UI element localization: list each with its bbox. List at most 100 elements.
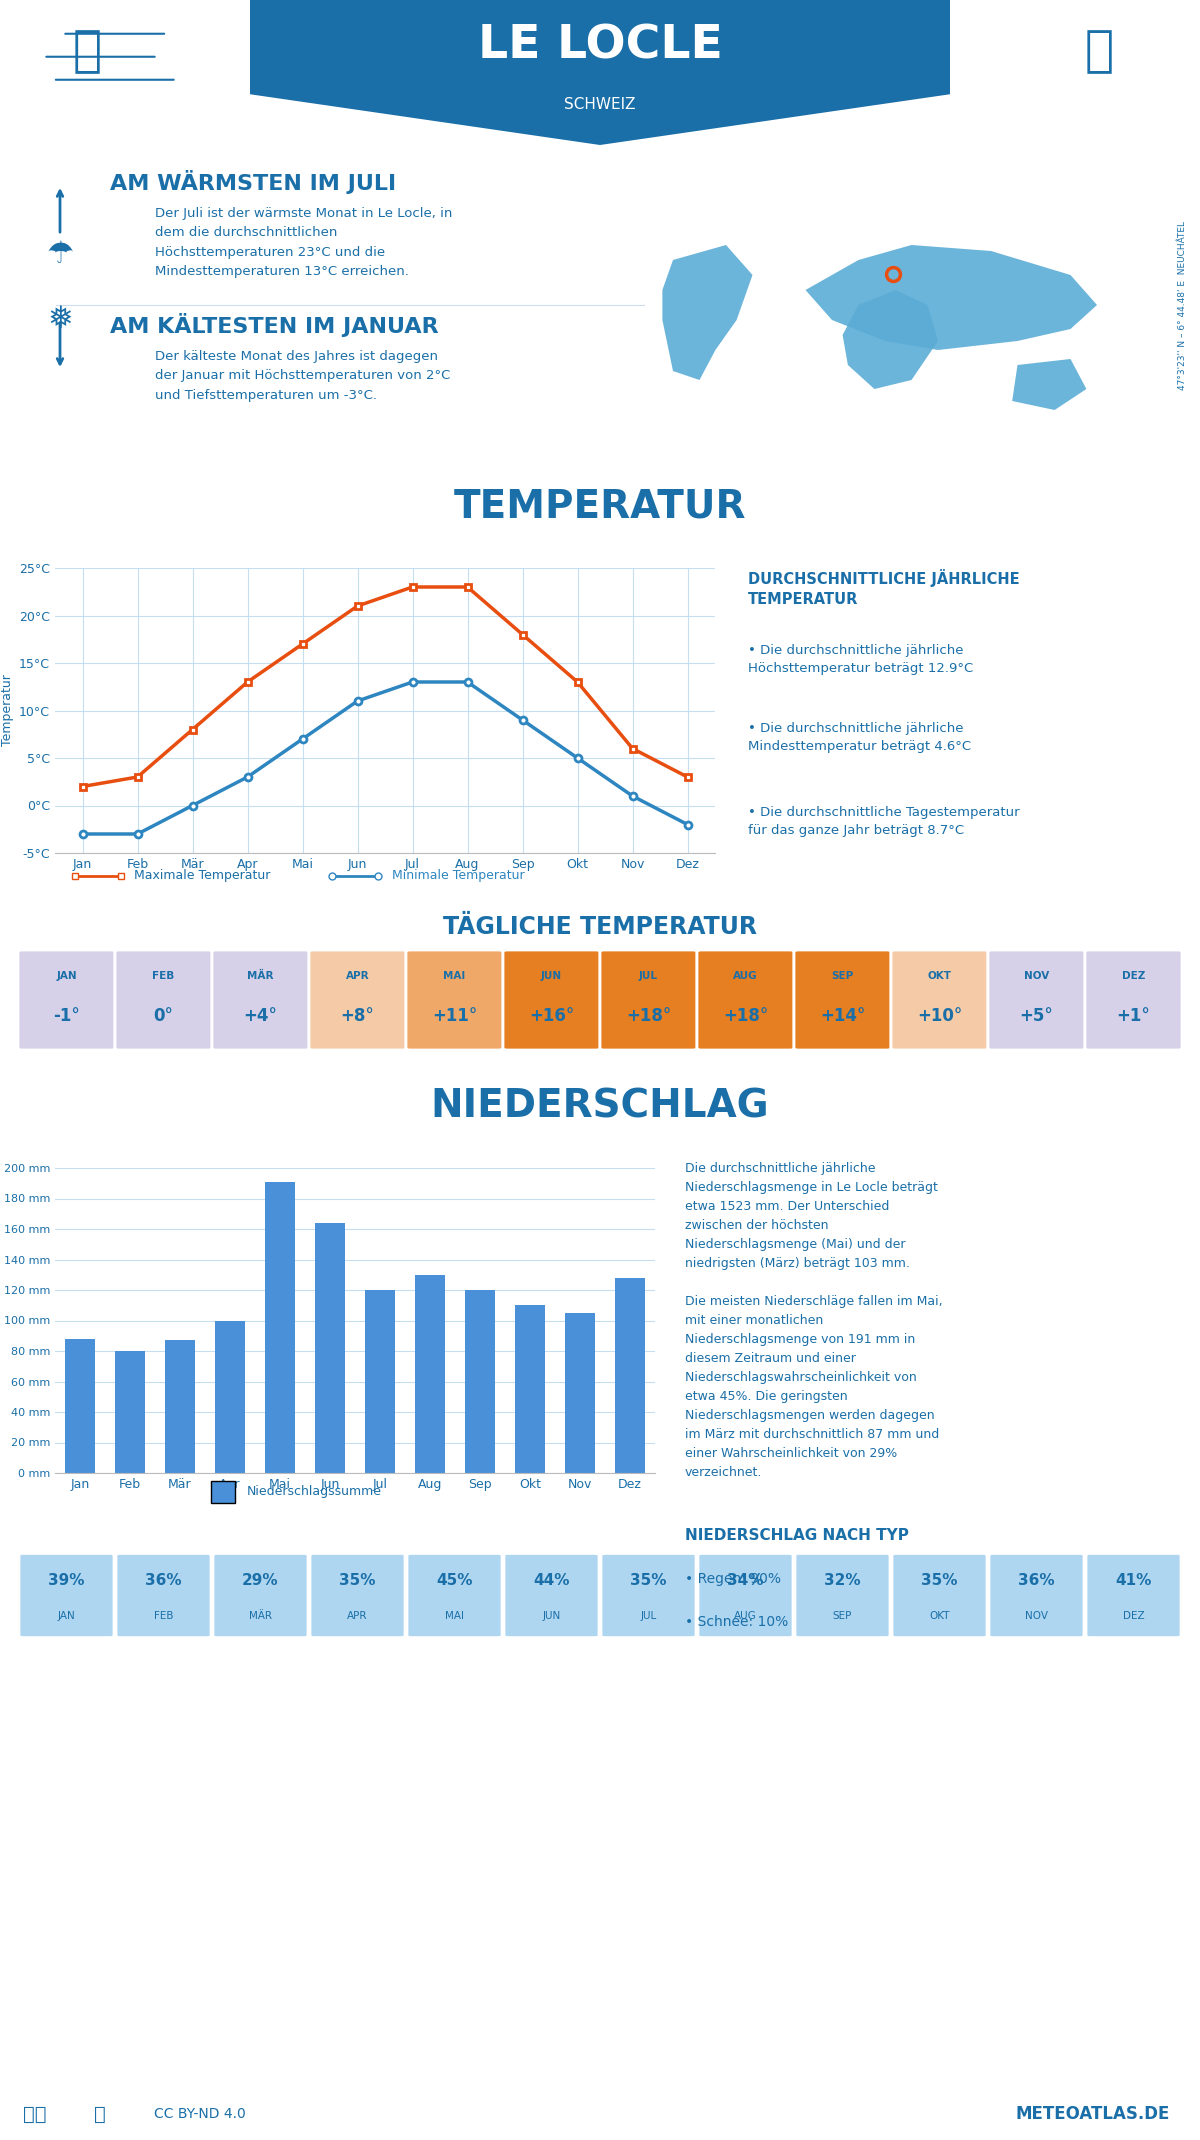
Text: NIEDERSCHLAGSWAHRSCHEINLICHKEIT: NIEDERSCHLAGSWAHRSCHEINLICHKEIT — [454, 1528, 746, 1541]
Text: +14°: +14° — [820, 1008, 865, 1025]
Text: Ⓘ: Ⓘ — [94, 2104, 106, 2123]
Text: +1°: +1° — [1117, 1008, 1151, 1025]
Text: DURCHSCHNITTLICHE JÄHRLICHE
TEMPERATUR: DURCHSCHNITTLICHE JÄHRLICHE TEMPERATUR — [748, 569, 1020, 608]
Text: JUL: JUL — [640, 972, 658, 980]
Text: ☂: ☂ — [47, 240, 73, 270]
Bar — [115, 1350, 145, 1472]
FancyBboxPatch shape — [892, 1554, 988, 1637]
Text: • Die durchschnittliche jährliche
Mindesttemperatur beträgt 4.6°C: • Die durchschnittliche jährliche Mindes… — [748, 721, 971, 753]
Text: Die durchschnittliche jährliche
Niederschlagsmenge in Le Locle beträgt
etwa 1523: Die durchschnittliche jährliche Niedersc… — [685, 1162, 943, 1479]
FancyBboxPatch shape — [600, 950, 697, 1051]
Text: -1°: -1° — [53, 1008, 80, 1025]
FancyBboxPatch shape — [211, 1481, 235, 1502]
Text: +18°: +18° — [722, 1008, 768, 1025]
Text: +8°: +8° — [341, 1008, 374, 1025]
Text: 41%: 41% — [1115, 1573, 1152, 1588]
Polygon shape — [842, 291, 938, 389]
Text: SEP: SEP — [833, 1611, 852, 1620]
Text: Niederschlagssumme: Niederschlagssumme — [247, 1485, 382, 1498]
Text: MÄR: MÄR — [250, 1611, 272, 1620]
Text: +18°: +18° — [626, 1008, 671, 1025]
Text: AM WÄRMSTEN IM JULI: AM WÄRMSTEN IM JULI — [110, 169, 396, 195]
Text: AUG: AUG — [733, 972, 758, 980]
FancyBboxPatch shape — [601, 1554, 696, 1637]
Circle shape — [0, 477, 450, 535]
Text: Maximale Temperatur: Maximale Temperatur — [134, 869, 270, 882]
FancyBboxPatch shape — [212, 1554, 308, 1637]
Polygon shape — [1013, 360, 1086, 411]
Text: OKT: OKT — [929, 1611, 949, 1620]
FancyBboxPatch shape — [988, 950, 1085, 1051]
Text: • Regen: 90%: • Regen: 90% — [685, 1571, 781, 1586]
Text: AM KÄLTESTEN IM JANUAR: AM KÄLTESTEN IM JANUAR — [110, 312, 439, 336]
Text: +16°: +16° — [529, 1008, 574, 1025]
Text: FEB: FEB — [154, 1611, 173, 1620]
Text: SEP: SEP — [832, 972, 853, 980]
Bar — [515, 1305, 545, 1472]
Text: 39%: 39% — [48, 1573, 85, 1588]
Text: JAN: JAN — [56, 972, 77, 980]
Text: OKT: OKT — [928, 972, 952, 980]
Text: MAI: MAI — [443, 972, 466, 980]
Text: METEOATLAS.DE: METEOATLAS.DE — [1015, 2106, 1170, 2123]
Text: FEB: FEB — [152, 972, 175, 980]
Text: NIEDERSCHLAG: NIEDERSCHLAG — [431, 1087, 769, 1126]
FancyBboxPatch shape — [794, 950, 890, 1051]
Circle shape — [0, 1079, 450, 1134]
Text: DEZ: DEZ — [1122, 972, 1145, 980]
Text: +11°: +11° — [432, 1008, 478, 1025]
Polygon shape — [805, 244, 1097, 351]
Y-axis label: Temperatur: Temperatur — [0, 674, 13, 747]
Text: 44%: 44% — [533, 1573, 570, 1588]
FancyBboxPatch shape — [310, 950, 406, 1051]
Text: LE LOCLE: LE LOCLE — [478, 24, 722, 68]
FancyBboxPatch shape — [989, 1554, 1084, 1637]
Text: +4°: +4° — [244, 1008, 277, 1025]
FancyBboxPatch shape — [1086, 1554, 1181, 1637]
Bar — [265, 1181, 295, 1472]
Text: 35%: 35% — [630, 1573, 667, 1588]
Text: TEMPERATUR: TEMPERATUR — [454, 488, 746, 524]
Text: ❅: ❅ — [47, 306, 73, 334]
FancyBboxPatch shape — [698, 1554, 793, 1637]
Text: 35%: 35% — [340, 1573, 376, 1588]
FancyBboxPatch shape — [697, 950, 794, 1051]
Text: +5°: +5° — [1020, 1008, 1054, 1025]
Bar — [365, 1290, 395, 1472]
Text: Der Juli ist der wärmste Monat in Le Locle, in
dem die durchschnittlichen
Höchst: Der Juli ist der wärmste Monat in Le Loc… — [155, 208, 452, 278]
Text: CC BY-ND 4.0: CC BY-ND 4.0 — [154, 2108, 246, 2121]
Text: 45%: 45% — [437, 1573, 473, 1588]
Text: MÄR: MÄR — [247, 972, 274, 980]
Text: SCHWEIZ: SCHWEIZ — [564, 96, 636, 111]
FancyBboxPatch shape — [212, 950, 310, 1051]
FancyBboxPatch shape — [18, 950, 115, 1051]
Text: JUN: JUN — [542, 1611, 560, 1620]
Text: JAN: JAN — [58, 1611, 76, 1620]
FancyBboxPatch shape — [1085, 950, 1182, 1051]
Text: 0°: 0° — [154, 1008, 174, 1025]
FancyBboxPatch shape — [503, 950, 600, 1051]
Text: ⦾: ⦾ — [1085, 28, 1114, 75]
Text: ⦾: ⦾ — [73, 28, 102, 75]
Text: 29%: 29% — [242, 1573, 278, 1588]
FancyBboxPatch shape — [116, 1554, 211, 1637]
FancyBboxPatch shape — [310, 1554, 406, 1637]
Text: Der kälteste Monat des Jahres ist dagegen
der Januar mit Höchsttemperaturen von : Der kälteste Monat des Jahres ist dagege… — [155, 351, 450, 402]
Text: 35%: 35% — [922, 1573, 958, 1588]
FancyBboxPatch shape — [115, 950, 212, 1051]
FancyBboxPatch shape — [407, 1554, 502, 1637]
FancyBboxPatch shape — [504, 1554, 599, 1637]
Bar — [614, 1278, 644, 1472]
FancyBboxPatch shape — [794, 1554, 890, 1637]
Polygon shape — [662, 244, 752, 381]
Text: NOV: NOV — [1024, 972, 1049, 980]
Text: • Die durchschnittliche jährliche
Höchsttemperatur beträgt 12.9°C: • Die durchschnittliche jährliche Höchst… — [748, 644, 973, 676]
Text: DEZ: DEZ — [1123, 1611, 1145, 1620]
Text: NOV: NOV — [1025, 1611, 1048, 1620]
Bar — [215, 1320, 245, 1472]
Text: APR: APR — [347, 1611, 367, 1620]
Polygon shape — [250, 0, 950, 146]
Text: NIEDERSCHLAG NACH TYP: NIEDERSCHLAG NACH TYP — [685, 1528, 908, 1543]
FancyBboxPatch shape — [890, 950, 988, 1051]
Text: 36%: 36% — [1018, 1573, 1055, 1588]
